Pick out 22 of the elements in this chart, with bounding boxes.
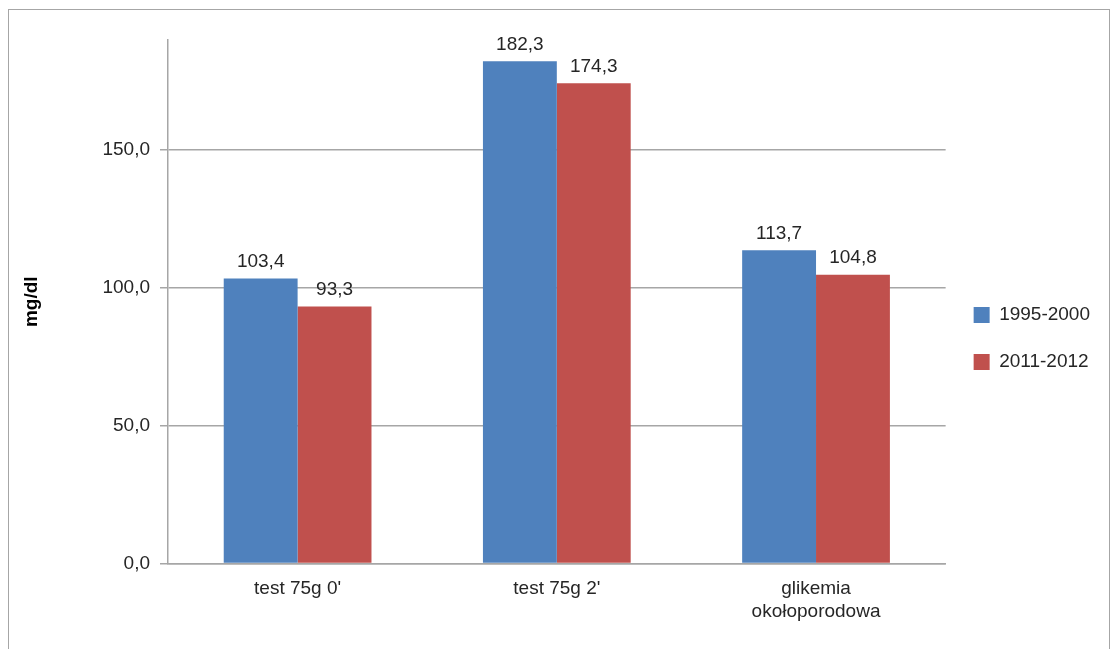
legend-label: 2011-2012 [999, 350, 1089, 372]
y-tick-label: 50,0 [113, 413, 150, 435]
data-label: 104,8 [829, 246, 877, 268]
y-tick-label: 0,0 [123, 551, 150, 573]
y-axis-title: mg/dl [19, 276, 41, 328]
bar [742, 250, 817, 563]
bar [297, 306, 372, 563]
x-tick-label: test 75g 0' [254, 577, 342, 599]
x-tick-label: test 75g 2' [513, 577, 601, 599]
x-tick-label: glikemia okołoporodowa [751, 577, 881, 621]
bar [482, 61, 557, 563]
data-label: 182,3 [496, 32, 544, 54]
data-label: 174,3 [569, 54, 618, 76]
data-label: 103,4 [236, 250, 285, 272]
data-label: 93,3 [316, 278, 354, 300]
bar [816, 274, 890, 563]
y-tick-label: 100,0 [102, 276, 150, 298]
bar [556, 83, 631, 563]
data-label: 113,7 [756, 221, 803, 243]
legend-label: 1995-2000 [999, 303, 1091, 325]
bar [223, 278, 298, 563]
y-tick-label: 150,0 [102, 138, 150, 160]
